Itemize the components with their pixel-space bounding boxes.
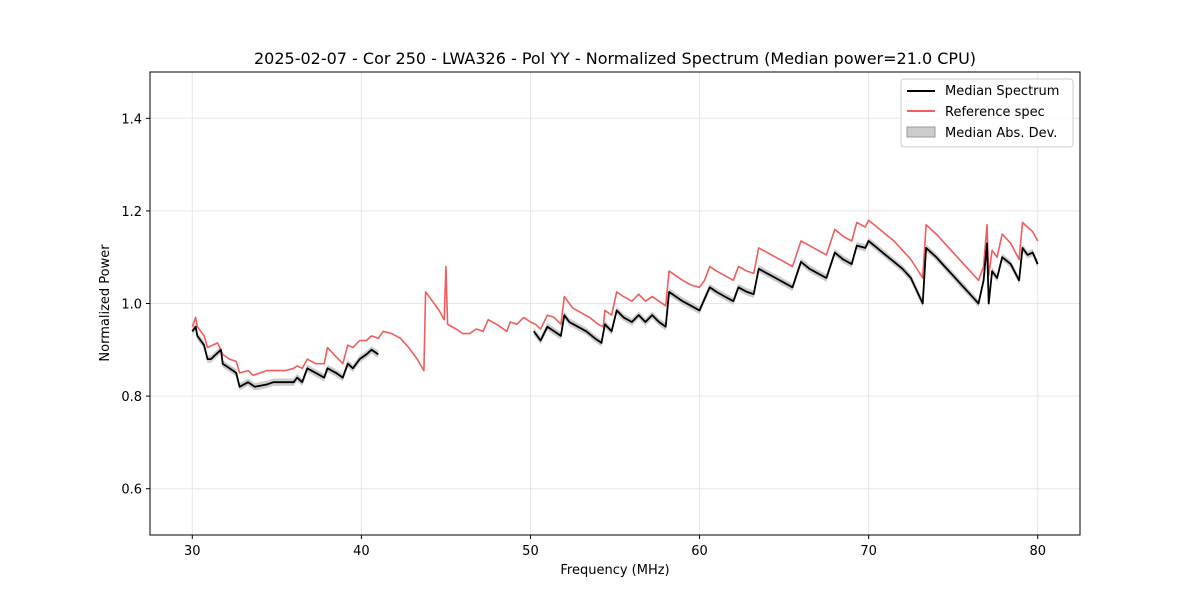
y-tick-label: 1.4 — [121, 112, 142, 127]
x-tick-label: 40 — [353, 544, 370, 559]
legend-mad-label: Median Abs. Dev. — [945, 126, 1057, 141]
x-tick-label: 30 — [184, 544, 201, 559]
mad-band — [192, 322, 379, 391]
median-spectrum-line — [191, 325, 379, 388]
y-tick-label: 1.0 — [121, 298, 142, 313]
legend-median-label: Median Spectrum — [945, 84, 1059, 99]
reference-spectrum-layer — [191, 219, 1039, 377]
y-axis-label: Normalized Power — [98, 244, 113, 362]
mad-band — [533, 237, 1038, 347]
chart-title: 2025-02-07 - Cor 250 - LWA326 - Pol YY -… — [254, 49, 976, 68]
legend: Median Spectrum Reference spec Median Ab… — [900, 78, 1074, 148]
reference-spectrum-line — [191, 219, 1039, 377]
mad-band-layer — [192, 237, 1038, 391]
x-tick-label: 50 — [522, 544, 539, 559]
x-tick-label: 80 — [1029, 544, 1046, 559]
legend-mad-swatch — [906, 126, 936, 138]
x-axis-label: Frequency (MHz) — [560, 563, 669, 578]
axis-ticks: 30 40 50 60 70 80 0.6 0.8 1.0 1.2 1.4 — [121, 112, 1046, 559]
x-tick-label: 60 — [691, 544, 708, 559]
legend-box — [900, 78, 1074, 148]
median-spectrum-line — [533, 240, 1039, 344]
y-tick-label: 0.8 — [121, 390, 142, 405]
legend-reference-label: Reference spec — [945, 105, 1045, 120]
x-tick-label: 70 — [860, 544, 877, 559]
y-tick-label: 1.2 — [121, 205, 142, 220]
median-spectrum-layer — [191, 240, 1039, 388]
y-tick-label: 0.6 — [121, 483, 142, 498]
